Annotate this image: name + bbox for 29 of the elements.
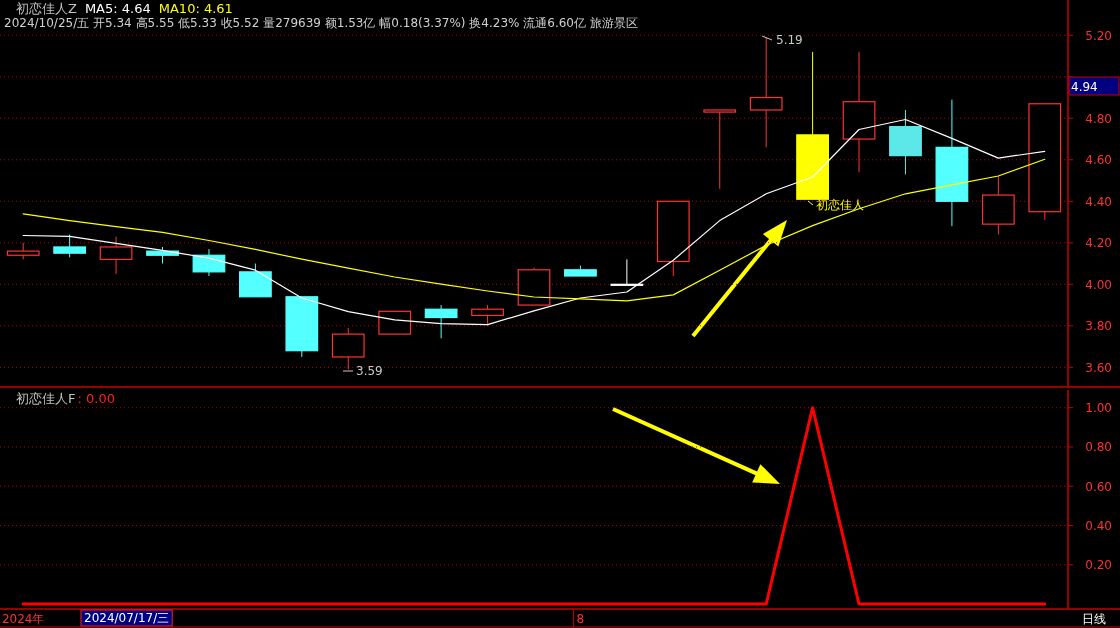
line-series — [22, 118, 1046, 326]
y-tick-label: 0.60 — [1085, 479, 1112, 494]
text: MA10: 4.61 — [158, 1, 233, 16]
chart-title: 初恋佳人Z — [16, 1, 77, 16]
text: 日线 — [1082, 612, 1106, 626]
annotation: : 0.00 — [77, 391, 115, 406]
y-tick-label: 3.80 — [1085, 319, 1112, 334]
annotation: 初恋佳人 — [816, 198, 864, 212]
y-tick-label: 4.00 — [1085, 277, 1112, 292]
y-tick-label: 4.40 — [1085, 194, 1112, 209]
text: MA5: 4.64 — [84, 1, 151, 16]
y-tick-label: 3.60 — [1085, 360, 1112, 375]
y-tick-label: 1.00 — [1085, 401, 1112, 416]
x-tick-label: 8 — [576, 612, 585, 626]
text: 2024/07/17/三 — [84, 611, 170, 625]
y-tick-label: 0.80 — [1085, 440, 1112, 455]
y-tick-label: 0.20 — [1085, 558, 1112, 573]
text: 初恋佳人F — [16, 391, 76, 406]
x-tick-label: 2024年 — [1, 612, 45, 626]
y-tick-label: 0.40 — [1085, 519, 1112, 534]
y-tick-label: 5.20 — [1085, 28, 1112, 43]
y-tick-label: 4.80 — [1085, 111, 1112, 126]
y-tick-label: 4.60 — [1085, 153, 1112, 168]
text: 4.94 — [1071, 80, 1098, 94]
text: 2024/10/25/五 开5.34 高5.55 低5.33 收5.52 量279639 额1.53亿 幅0.18(3.37%) 换4.23% 流通6.60亿 旅游景区 — [4, 16, 638, 30]
annotation: 3.59 — [356, 364, 383, 378]
annotation: 5.19 — [776, 33, 803, 47]
line-series — [22, 158, 1046, 302]
y-tick-label: 4.20 — [1085, 236, 1112, 251]
